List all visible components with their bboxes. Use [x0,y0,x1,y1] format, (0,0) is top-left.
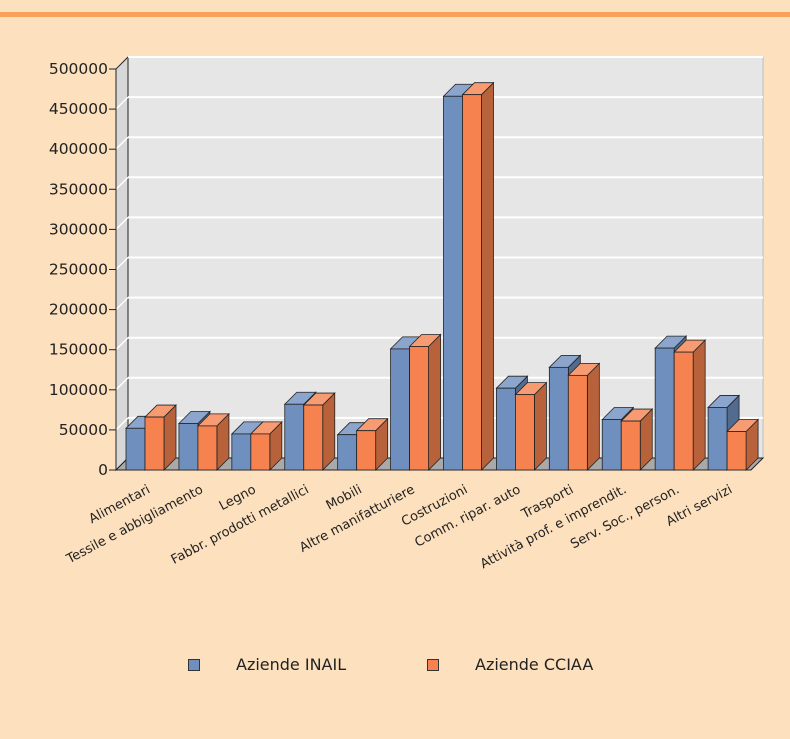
bar [567,374,588,471]
bar-side [428,333,441,471]
y-tick-label: 450000 [49,100,108,118]
gridline-side [115,337,129,351]
y-tick-label: 350000 [49,180,108,198]
bar-side [586,362,600,471]
bar [178,423,199,471]
bar-side [534,381,547,471]
legend-swatch-inail [188,658,200,671]
y-tick-label: 400000 [49,140,108,158]
bar [601,419,622,471]
bar [673,351,694,471]
bar-side [692,339,706,471]
bar [284,403,305,471]
top-accent-bar [0,12,790,17]
gridline-side [115,417,129,431]
gridline-side [115,256,129,271]
bar [303,404,324,471]
bar [125,427,146,471]
bar [231,433,252,471]
bar [515,394,535,471]
y-tick-label: 50000 [59,421,108,439]
x-category-label: Mobili [324,482,365,513]
bar [144,416,165,471]
legend-label-cciaa: Aziende CCIAA [475,655,594,674]
gridline-side [115,136,129,150]
y-tick-label: 300000 [49,220,108,238]
bar [726,431,747,471]
gridline-side [115,96,129,110]
bar [356,430,377,471]
bar [337,434,358,471]
bar-side [322,392,336,471]
bar-chart: 0 50000 100000 150000 200000 250000 300000 3500… [49,55,765,572]
y-tick-label: 150000 [49,341,108,359]
bar [654,347,675,471]
y-tick-label: 100000 [49,381,108,399]
y-tick-label: 250000 [49,261,108,279]
legend-item-cciaa: Aziende CCIAA [427,655,593,674]
bar [496,387,516,471]
bar [462,94,482,471]
legend: Aziende INAIL Aziende CCIAA [0,655,790,685]
y-tick-label: 500000 [49,60,108,78]
legend-item-inail: Aziende INAIL [188,655,346,674]
bar [197,425,218,471]
bar [548,366,569,471]
gridline-side [115,216,129,230]
gridline-side [115,176,129,190]
bar [409,346,429,471]
y-tick-label: 0 [98,461,108,479]
bar [390,348,410,471]
legend-label-inail: Aziende INAIL [236,655,347,674]
y-tick-label: 200000 [49,301,108,319]
bar [620,420,641,471]
legend-swatch-cciaa [427,658,439,671]
bar [250,433,271,471]
bar [443,95,463,471]
gridline-side [115,297,129,311]
gridline-side [115,377,129,391]
bar-side [481,81,494,471]
y-axis-top [115,56,129,70]
bar [707,407,728,471]
